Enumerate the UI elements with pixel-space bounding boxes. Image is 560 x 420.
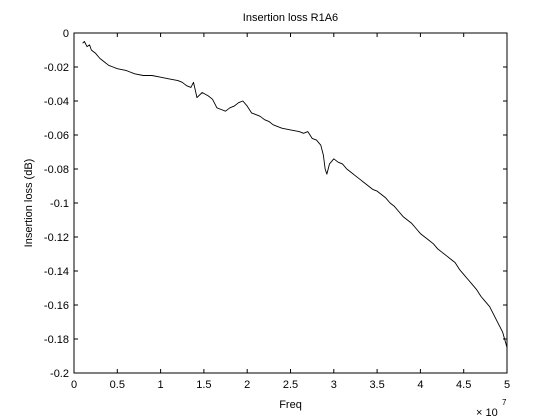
x-tick-label: 0 xyxy=(71,379,77,391)
y-tick-label: -0.1 xyxy=(50,198,69,210)
y-tick-label: -0.2 xyxy=(50,368,69,380)
x-axis-exponent-power: 7 xyxy=(502,398,507,407)
x-axis-ticks: 0 0.5 1 1.5 2 2.5 3 3.5 4 4.5 5 xyxy=(71,33,510,391)
y-tick-label: -0.02 xyxy=(44,62,69,74)
plot-area xyxy=(73,32,508,374)
x-axis-label: Freq xyxy=(279,399,302,411)
x-axis-exponent: × 10 xyxy=(476,407,498,419)
x-tick-label: 3.5 xyxy=(369,379,384,391)
y-tick-label: -0.14 xyxy=(44,266,69,278)
x-tick-label: 5 xyxy=(504,379,510,391)
series-line-0 xyxy=(82,41,508,348)
y-tick-label: -0.08 xyxy=(44,164,69,176)
y-tick-label: -0.06 xyxy=(44,130,69,142)
plot-series xyxy=(82,41,508,348)
x-tick-label: 2 xyxy=(244,379,250,391)
x-tick-label: 4.5 xyxy=(456,379,471,391)
x-tick-label: 0.5 xyxy=(110,379,125,391)
y-tick-label: -0.04 xyxy=(44,96,69,108)
y-tick-label: -0.16 xyxy=(44,300,69,312)
y-tick-label: -0.18 xyxy=(44,334,69,346)
x-tick-label: 1.5 xyxy=(196,379,211,391)
x-tick-label: 1 xyxy=(158,379,164,391)
y-tick-label: -0.12 xyxy=(44,232,69,244)
x-tick-label: 3 xyxy=(331,379,337,391)
y-tick-label: 0 xyxy=(63,28,69,40)
y-axis-ticks: 0 -0.02 -0.04 -0.06 -0.08 -0.1 -0.12 -0.14 -0.16… xyxy=(44,28,507,380)
y-axis-label: Insertion loss (dB) xyxy=(23,159,35,248)
x-tick-label: 2.5 xyxy=(283,379,298,391)
chart-title: Insertion loss R1A6 xyxy=(243,12,338,24)
x-tick-label: 4 xyxy=(417,379,423,391)
